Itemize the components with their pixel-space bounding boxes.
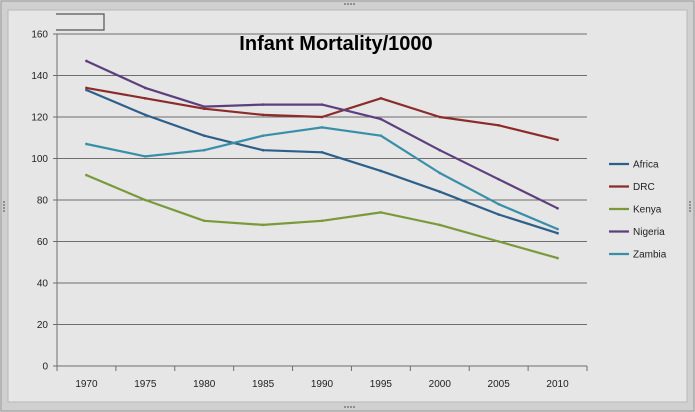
legend-label-zambia: Zambia <box>633 250 667 261</box>
x-tick-label: 1990 <box>311 379 334 390</box>
data-point-zambia[interactable] <box>202 148 206 152</box>
data-point-nigeria[interactable] <box>556 207 559 210</box>
left-resize-grip[interactable] <box>3 201 5 212</box>
x-tick-label: 2005 <box>488 379 511 390</box>
data-point-nigeria[interactable] <box>379 117 383 121</box>
data-point-africa[interactable] <box>320 150 324 154</box>
data-point-nigeria[interactable] <box>438 148 442 152</box>
legend-label-nigeria: Nigeria <box>633 227 665 238</box>
data-point-zambia[interactable] <box>85 142 88 146</box>
y-tick-label: 0 <box>42 362 48 373</box>
data-point-africa[interactable] <box>438 190 442 193</box>
legend: Africa DRC Kenya Nigeria Zambia <box>609 160 667 261</box>
data-point-zambia[interactable] <box>261 134 265 137</box>
data-point-kenya[interactable] <box>438 223 442 227</box>
data-point-drc[interactable] <box>556 138 559 142</box>
data-point-zambia[interactable] <box>144 155 147 158</box>
data-point-africa[interactable] <box>261 148 265 152</box>
data-point-zambia[interactable] <box>379 134 383 137</box>
chart-title: Infant Mortality/1000 <box>239 33 432 55</box>
y-tick-label: 80 <box>37 196 49 207</box>
data-point-kenya[interactable] <box>320 219 324 223</box>
data-point-nigeria[interactable] <box>320 103 324 106</box>
legend-label-africa: Africa <box>633 160 659 171</box>
data-point-africa[interactable] <box>497 213 500 216</box>
y-tick-label: 40 <box>37 279 49 290</box>
data-point-africa[interactable] <box>202 134 206 137</box>
data-point-nigeria[interactable] <box>261 103 265 106</box>
series-lines <box>85 59 559 260</box>
x-tick-label: 1980 <box>193 379 216 390</box>
x-tick-label: 1970 <box>75 379 98 390</box>
data-point-africa[interactable] <box>556 231 559 235</box>
data-point-nigeria[interactable] <box>497 177 500 181</box>
chart-area <box>7 9 688 403</box>
y-tick-label: 140 <box>31 71 48 82</box>
legend-label-drc: DRC <box>633 182 655 193</box>
data-point-nigeria[interactable] <box>144 86 147 90</box>
data-point-kenya[interactable] <box>556 256 559 260</box>
data-point-africa[interactable] <box>144 113 147 117</box>
top-resize-grip[interactable] <box>344 3 355 5</box>
data-point-nigeria[interactable] <box>202 105 206 108</box>
data-point-africa[interactable] <box>85 88 88 92</box>
data-point-drc[interactable] <box>144 97 147 100</box>
data-point-drc[interactable] <box>85 86 88 90</box>
x-tick-label: 1985 <box>252 379 275 390</box>
data-point-kenya[interactable] <box>144 198 147 202</box>
data-point-drc[interactable] <box>438 115 442 119</box>
data-point-africa[interactable] <box>379 169 383 173</box>
data-point-zambia[interactable] <box>556 227 559 231</box>
x-tick-label: 2000 <box>429 379 452 390</box>
data-point-zambia[interactable] <box>438 171 442 175</box>
y-tick-label: 60 <box>37 237 49 248</box>
right-resize-grip[interactable] <box>689 201 691 212</box>
axes: 0 20 40 60 80 100 120 140 160 1970 1975 1980 1985 199… <box>31 30 588 390</box>
bottom-resize-grip[interactable] <box>344 406 355 408</box>
data-point-kenya[interactable] <box>261 223 265 227</box>
data-point-nigeria[interactable] <box>85 59 88 63</box>
data-point-drc[interactable] <box>261 113 265 117</box>
data-point-drc[interactable] <box>497 124 500 127</box>
legend-label-kenya: Kenya <box>633 205 662 216</box>
data-point-drc[interactable] <box>202 107 206 110</box>
data-point-kenya[interactable] <box>379 211 383 214</box>
y-tick-label: 160 <box>31 30 48 41</box>
data-point-zambia[interactable] <box>497 202 500 206</box>
y-tick-label: 100 <box>31 154 48 165</box>
data-point-drc[interactable] <box>320 115 324 119</box>
x-tick-label: 2010 <box>546 379 569 390</box>
data-point-kenya[interactable] <box>497 240 500 243</box>
x-tick-label: 1975 <box>134 379 157 390</box>
gridlines <box>57 33 587 367</box>
plot-area-selection <box>56 13 105 31</box>
data-point-drc[interactable] <box>379 97 383 100</box>
x-tick-label: 1995 <box>370 379 393 390</box>
data-point-zambia[interactable] <box>320 126 324 129</box>
y-tick-label: 120 <box>31 113 48 124</box>
data-point-kenya[interactable] <box>202 219 206 223</box>
data-point-kenya[interactable] <box>85 173 88 177</box>
y-tick-label: 20 <box>37 320 49 331</box>
